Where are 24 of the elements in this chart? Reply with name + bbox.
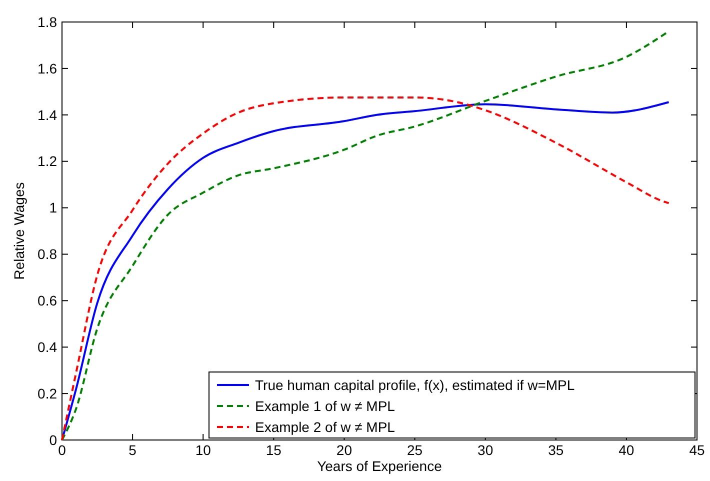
x-tick-label: 5 xyxy=(128,442,137,458)
y-tick-label: 1 xyxy=(49,200,58,216)
legend-label: Example 2 of w ≠ MPL xyxy=(255,418,396,435)
x-tick-label: 20 xyxy=(336,442,352,458)
x-tick-label: 35 xyxy=(548,442,564,458)
x-tick-label: 30 xyxy=(478,442,494,458)
legend-label: Example 1 of w ≠ MPL xyxy=(255,398,396,414)
y-tick-label: 1.4 xyxy=(38,106,58,123)
y-tick-label: 1.2 xyxy=(38,153,58,170)
y-tick-label: 0.6 xyxy=(38,292,58,309)
x-tick-label: 10 xyxy=(195,442,212,458)
y-tick-label: 1.8 xyxy=(38,14,58,30)
y-tick-label: 0 xyxy=(49,432,58,448)
x-tick-label: 25 xyxy=(406,442,423,458)
x-tick-label: 45 xyxy=(689,442,705,458)
y-tick-label: 0.4 xyxy=(38,339,58,356)
x-tick-label: 15 xyxy=(266,442,282,458)
y-tick-label: 1.6 xyxy=(38,60,58,76)
x-axis-title: Years of Experience xyxy=(317,458,442,474)
y-tick-label: 0.8 xyxy=(38,246,58,262)
y-axis-title: Relative Wages xyxy=(11,182,27,280)
x-tick-label: 40 xyxy=(618,442,634,458)
legend-label: True human capital profile, f(x), estimated if w=MPL xyxy=(255,376,575,393)
y-tick-label: 0.2 xyxy=(38,385,58,402)
